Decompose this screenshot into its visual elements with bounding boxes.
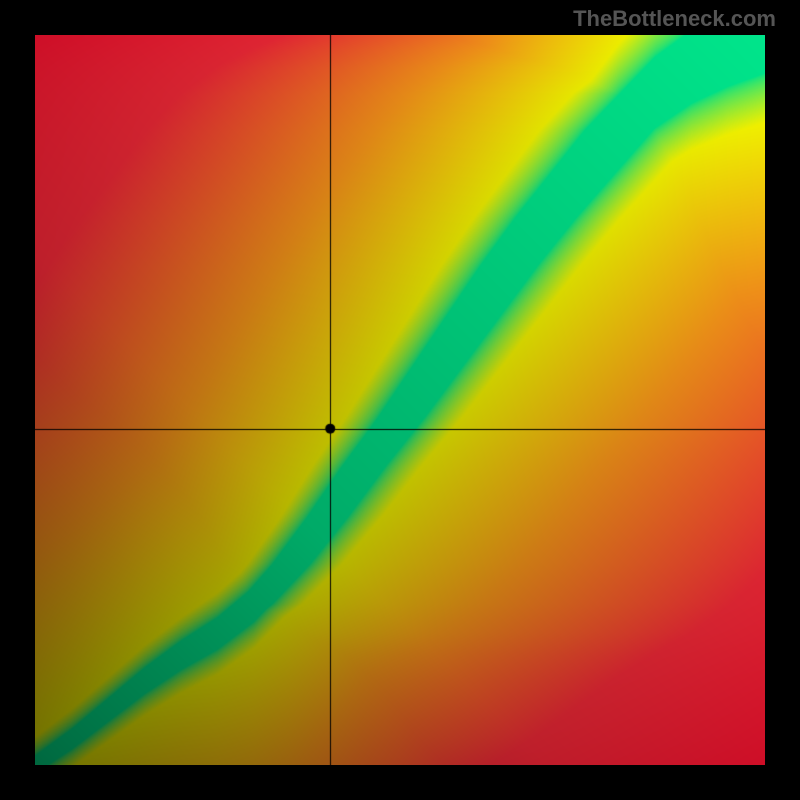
chart-container: TheBottleneck.com xyxy=(0,0,800,800)
bottleneck-heatmap xyxy=(35,35,765,765)
watermark-text: TheBottleneck.com xyxy=(573,6,776,32)
